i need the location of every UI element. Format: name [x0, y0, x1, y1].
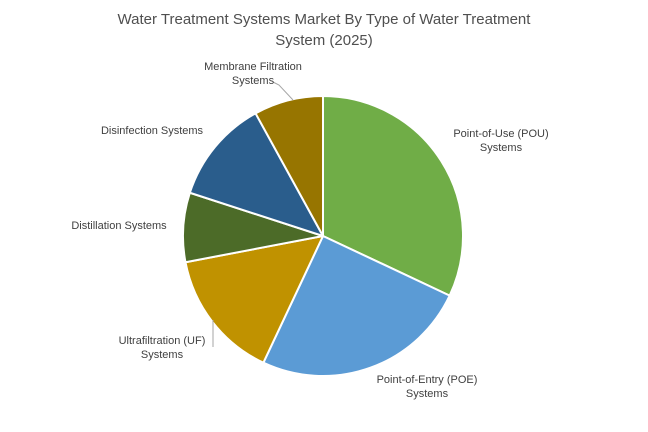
- leader-line-membrane-filtration: [272, 81, 294, 101]
- pie-slice-4: [188, 112, 324, 237]
- slice-label-point-of-entry: Point-of-Entry (POE) Systems: [376, 374, 478, 400]
- slice-label-disinfection: Disinfection Systems: [100, 125, 204, 137]
- pie-slice-0: [322, 95, 464, 297]
- slice-label-point-of-use: Point-of-Use (POU) Systems: [453, 128, 549, 154]
- slice-label-membrane-filtration: Membrane Filtration Systems: [204, 61, 302, 87]
- slice-label-ultrafiltration: Ultrafiltration (UF) Systems: [118, 335, 206, 361]
- leader-lines: [212, 81, 294, 347]
- pie-slice-2: [184, 235, 324, 364]
- pie-slice-5: [254, 95, 324, 237]
- pie-slices: [182, 95, 464, 377]
- slice-label-distillation: Distillation Systems: [71, 220, 167, 232]
- pie-slice-1: [262, 235, 451, 377]
- chart-title: Water Treatment Systems Market By Type o…: [117, 11, 531, 49]
